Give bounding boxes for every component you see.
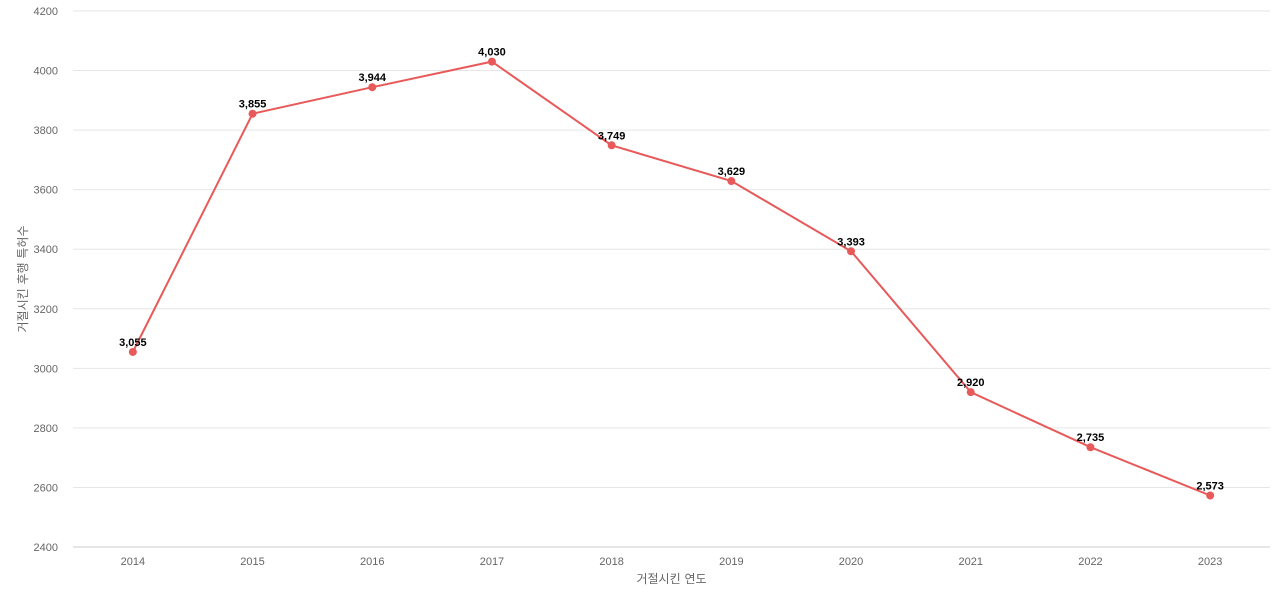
- x-tick-label-2016: 2016: [360, 556, 384, 568]
- data-point-2019[interactable]: [727, 177, 736, 186]
- x-tick-label-2022: 2022: [1078, 556, 1102, 568]
- grid-lines: [73, 10, 1270, 488]
- x-tick-label-2015: 2015: [240, 556, 264, 568]
- data-label-2020: 3,393: [837, 236, 865, 248]
- data-point-2018[interactable]: [607, 141, 616, 150]
- data-label-2014: 3,055: [119, 337, 147, 349]
- data-label-2022: 2,735: [1077, 432, 1105, 444]
- x-tick-label-2020: 2020: [839, 556, 863, 568]
- x-tick-label-2023: 2023: [1198, 556, 1222, 568]
- series-line-0: [131, 60, 1211, 497]
- x-axis-title: 거절시킨 연도: [636, 572, 706, 586]
- data-point-2021[interactable]: [966, 388, 975, 397]
- data-point-2017[interactable]: [487, 57, 496, 66]
- point-layer: [128, 57, 1215, 500]
- y-axis-title: 거절시킨 후행 특허수: [15, 226, 30, 333]
- y-tick-label-3600: 3600: [34, 185, 58, 197]
- x-axis-ticks: 2014 2015 2016 2017 2018 2019 2020 2021 2022 2023: [121, 556, 1223, 568]
- data-label-2021: 2,920: [957, 377, 985, 389]
- x-tick-label-2017: 2017: [480, 556, 504, 568]
- y-tick-label-3200: 3200: [34, 304, 58, 316]
- data-point-2016[interactable]: [368, 83, 377, 92]
- y-tick-label-2800: 2800: [34, 423, 58, 435]
- y-tick-label-2600: 2600: [34, 482, 58, 494]
- data-label-2019: 3,629: [718, 166, 746, 178]
- y-tick-label-3000: 3000: [34, 363, 58, 375]
- data-label-2018: 3,749: [598, 130, 626, 142]
- y-tick-label-2400: 2400: [34, 542, 58, 554]
- y-tick-label-3800: 3800: [34, 125, 58, 137]
- x-tick-label-2018: 2018: [599, 556, 623, 568]
- data-point-2023[interactable]: [1206, 491, 1215, 500]
- y-tick-label-4200: 4200: [34, 6, 58, 18]
- series-layer: [131, 60, 1211, 497]
- data-label-2015: 3,855: [239, 99, 267, 111]
- data-label-layer: 3,055 3,855 3,944 4,030 3,749 3,629 3,393 2,920…: [119, 47, 1224, 493]
- data-point-2015[interactable]: [248, 109, 257, 118]
- data-point-2020[interactable]: [847, 247, 856, 256]
- y-tick-label-4000: 4000: [34, 66, 58, 78]
- data-point-2014[interactable]: [128, 347, 137, 356]
- y-tick-label-3400: 3400: [34, 244, 58, 256]
- data-point-2022[interactable]: [1086, 443, 1095, 452]
- data-label-2023: 2,573: [1196, 480, 1224, 492]
- y-axis-ticks: 2400 2600 2800 3000 3200 3400 3600 3800 4000 4200: [34, 6, 58, 554]
- x-tick-label-2014: 2014: [121, 556, 145, 568]
- x-tick-label-2021: 2021: [959, 556, 983, 568]
- data-label-2017: 4,030: [478, 47, 506, 59]
- data-label-2016: 3,944: [358, 72, 386, 84]
- x-tick-label-2019: 2019: [719, 556, 743, 568]
